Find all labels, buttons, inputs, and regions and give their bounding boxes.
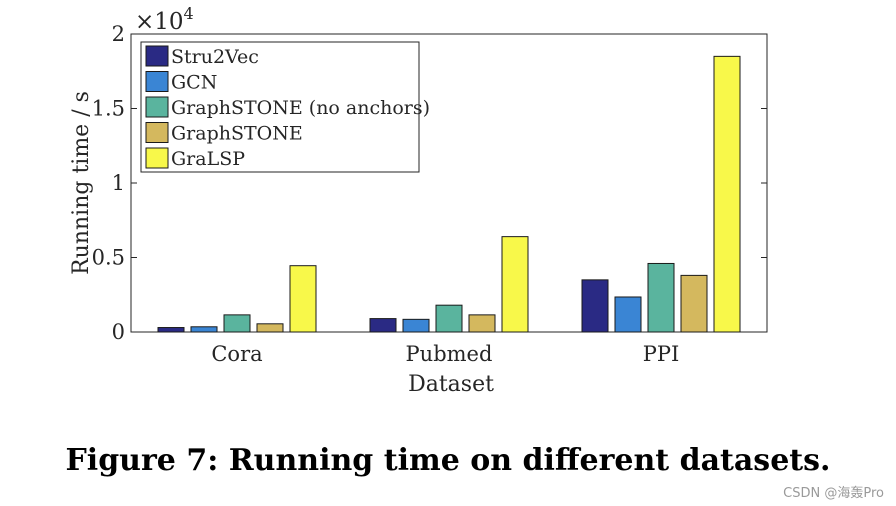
x-tick-label: PPI — [643, 342, 680, 366]
bar-graphstone-no-anchors-ppi — [647, 262, 675, 333]
bar-gralsp-ppi — [713, 55, 741, 333]
bar-gcn-ppi — [614, 296, 642, 333]
legend-swatch — [145, 96, 169, 118]
figure-caption: Figure 7: Running time on different data… — [65, 443, 831, 478]
x-tick-label: Cora — [211, 342, 262, 366]
bar-graphstone-cora — [256, 323, 284, 333]
y-exponent-label: ×104 — [135, 4, 194, 35]
y-axis: 0 0.5 1 1.5 2 — [92, 22, 767, 344]
bar-graphstone-pubmed — [468, 314, 496, 333]
x-axis-label: Dataset — [408, 372, 494, 397]
y-tick-label: 0.5 — [92, 246, 125, 270]
legend-box — [140, 41, 420, 173]
y-tick-label: 1 — [112, 171, 125, 195]
bar-gcn-pubmed — [402, 318, 430, 333]
bar-graphstone-no-anchors-pubmed — [435, 304, 463, 333]
bar-gcn-cora — [190, 326, 218, 333]
legend-label: GraLSP — [171, 148, 245, 170]
x-axis: Cora Pubmed PPI — [211, 326, 679, 366]
legend: Stru2Vec GCN GraphSTONE (no anchors) GraphS… — [140, 41, 430, 173]
legend-label: Stru2Vec — [171, 46, 259, 68]
y-tick-label: 1.5 — [92, 97, 125, 121]
legend-label: GCN — [171, 72, 217, 94]
bars — [157, 55, 741, 333]
legend-swatch — [145, 147, 169, 169]
bar-stru2vec-cora — [157, 327, 185, 333]
legend-label: GraphSTONE — [171, 123, 303, 145]
legend-swatch — [145, 45, 169, 67]
bar-stru2vec-ppi — [581, 279, 609, 333]
y-axis-label: Running time / s — [69, 91, 94, 275]
bar-gralsp-cora — [289, 265, 317, 333]
chart: 0 0.5 1 1.5 2 Cora Pubmed PPI ×104 Dataset Run… — [69, 4, 768, 397]
bar-graphstone-no-anchors-cora — [223, 314, 251, 333]
bar-gralsp-pubmed — [501, 236, 529, 333]
bar-stru2vec-pubmed — [369, 318, 397, 333]
x-tick-label: Pubmed — [406, 342, 493, 366]
watermark: CSDN @海轰Pro — [783, 486, 884, 501]
bar-graphstone-ppi — [680, 274, 708, 333]
y-tick-label: 2 — [112, 22, 125, 46]
legend-swatch — [145, 122, 169, 143]
legend-label: GraphSTONE (no anchors) — [171, 97, 430, 119]
y-tick-label: 0 — [112, 320, 125, 344]
legend-swatch — [145, 71, 169, 92]
